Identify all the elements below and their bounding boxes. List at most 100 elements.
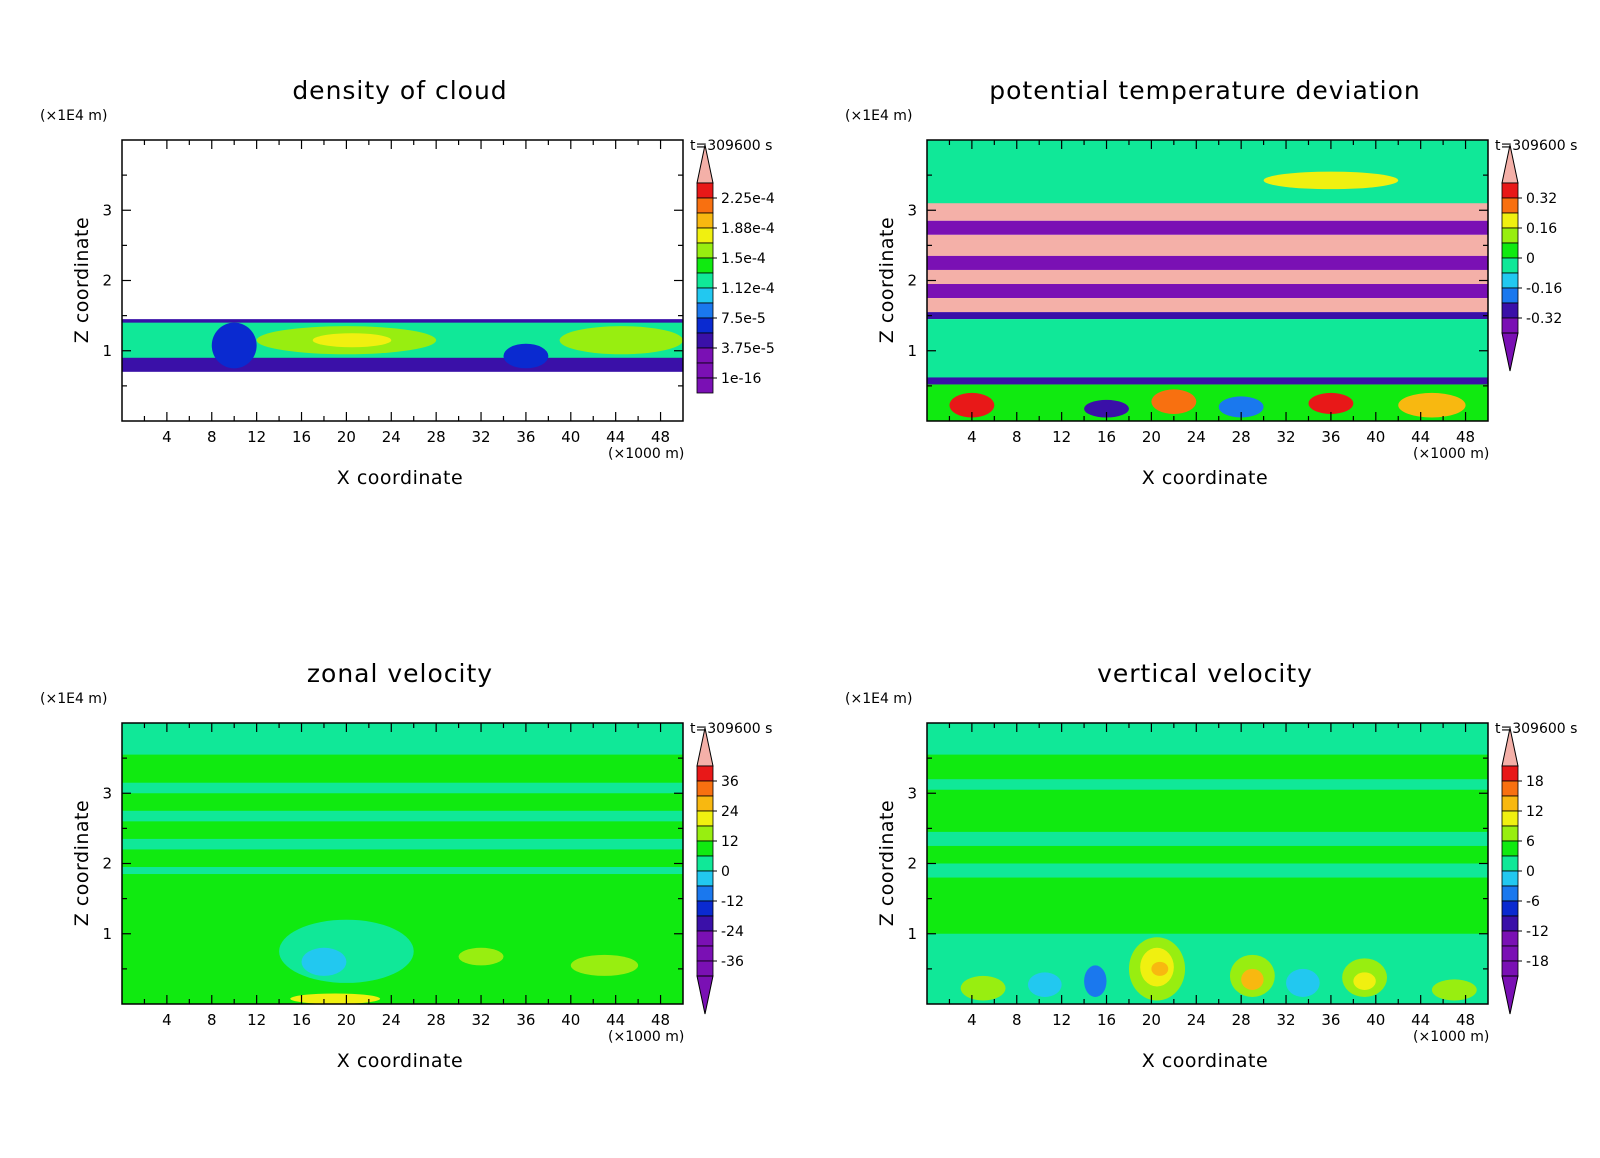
colorbar-swatch [1501, 945, 1519, 962]
contour-blob [1151, 961, 1169, 976]
colorbar-label: -6 [1526, 894, 1540, 910]
colorbar-swatch [696, 945, 714, 962]
colorbar-swatch [1501, 930, 1519, 947]
panel-title: vertical velocity [1097, 659, 1313, 688]
colorbar-swatch [696, 242, 714, 259]
x-unit-label: (×1000 m) [608, 1029, 684, 1045]
x-tick-label: 12 [1052, 428, 1071, 446]
colorbar-bottom-arrow [696, 975, 714, 1015]
x-tick-label: 48 [651, 428, 670, 446]
x-tick-label: 36 [516, 428, 535, 446]
colorbar-label: 2.25e-4 [721, 191, 775, 207]
x-tick-label: 28 [427, 1011, 446, 1029]
colorbar-swatch [1501, 287, 1519, 304]
y-tick-label: 2 [907, 855, 917, 873]
contour-field [122, 723, 683, 1004]
colorbar-swatch [1501, 885, 1519, 902]
contour-blob [1431, 979, 1477, 1001]
colorbar-label: 12 [721, 834, 739, 850]
colorbar-swatch [1501, 197, 1519, 214]
x-tick-label: 12 [1052, 1011, 1071, 1029]
x-tick-label: 32 [471, 428, 490, 446]
colorbar-label: 3.75e-5 [721, 341, 775, 357]
x-tick-label: 40 [561, 1011, 580, 1029]
contour-blob [1151, 389, 1197, 414]
colorbar-label: 0.32 [1526, 191, 1557, 207]
y-tick-label: 2 [102, 272, 112, 290]
x-tick-label: 20 [337, 428, 356, 446]
panel-title: density of cloud [292, 76, 507, 105]
x-tick-label: 16 [292, 1011, 311, 1029]
y-unit-label: (×1E4 m) [845, 108, 912, 124]
colorbar-swatch [1501, 317, 1519, 334]
contour-blob [1027, 972, 1062, 997]
x-unit-label: (×1000 m) [1413, 446, 1489, 462]
colorbar-swatch [696, 780, 714, 797]
colorbar-swatch [696, 197, 714, 214]
contour-blob [570, 954, 639, 976]
plot-area: 4 8 12 16 20 24 28 32 36 40 44 481233624120-12-24-3… [102, 722, 744, 1029]
contour-field [122, 319, 683, 372]
time-label: t=309600 s [1495, 138, 1577, 154]
contour-blob [458, 947, 504, 966]
colorbar-swatch [1501, 825, 1519, 842]
colorbar-label: 1.12e-4 [721, 281, 775, 297]
colorbar-swatch [1501, 257, 1519, 274]
colorbar-swatch [696, 362, 714, 379]
x-tick-label: 8 [207, 1011, 217, 1029]
x-tick-label: 48 [1456, 428, 1475, 446]
y-tick-label: 1 [907, 342, 917, 360]
colorbar: 18 12 6 0 -6 -12 -18 [1501, 727, 1549, 1015]
colorbar-swatch [696, 915, 714, 932]
contour-band [927, 377, 1488, 385]
contour-blob [1263, 171, 1399, 190]
colorbar-label: 1.88e-4 [721, 221, 775, 237]
colorbar-label: 0 [1526, 864, 1535, 880]
contour-blob [1308, 392, 1354, 414]
x-tick-label: 48 [1456, 1011, 1475, 1029]
y-axis-label: Z coordinate [876, 217, 898, 343]
colorbar-swatch [1501, 810, 1519, 827]
colorbar-swatch [696, 332, 714, 349]
contour-band [927, 203, 1488, 221]
colorbar-label: -0.16 [1526, 281, 1562, 297]
x-tick-label: 24 [1187, 1011, 1206, 1029]
colorbar-swatch [696, 840, 714, 857]
colorbar-label: 7.5e-5 [721, 311, 766, 327]
x-tick-label: 12 [247, 428, 266, 446]
colorbar-swatch [696, 960, 714, 977]
y-tick-label: 1 [102, 925, 112, 943]
colorbar-swatch [696, 317, 714, 334]
colorbar-label: 1e-16 [721, 371, 761, 387]
x-tick-label: 12 [247, 1011, 266, 1029]
colorbar-swatch [696, 377, 714, 394]
x-tick-label: 44 [606, 428, 625, 446]
colorbar-swatch [696, 900, 714, 917]
x-tick-label: 4 [967, 1011, 977, 1029]
colorbar-swatch [1501, 212, 1519, 229]
contour-blob [1084, 965, 1107, 997]
contour-band [122, 838, 683, 850]
y-tick-label: 3 [907, 784, 917, 802]
x-tick-label: 16 [292, 428, 311, 446]
x-tick-label: 4 [162, 428, 172, 446]
colorbar-swatch [696, 182, 714, 199]
x-tick-label: 48 [651, 1011, 670, 1029]
x-unit-label: (×1000 m) [1413, 1029, 1489, 1045]
panel-title: zonal velocity [307, 659, 493, 688]
x-tick-label: 8 [207, 428, 217, 446]
colorbar-swatch [696, 810, 714, 827]
y-unit-label: (×1E4 m) [845, 691, 912, 707]
colorbar-label: 6 [1526, 834, 1535, 850]
x-axis-label: X coordinate [337, 1050, 463, 1072]
x-tick-label: 16 [1097, 1011, 1116, 1029]
time-label: t=309600 s [1495, 721, 1577, 737]
x-tick-label: 36 [1321, 1011, 1340, 1029]
contour-band [927, 298, 1488, 313]
time-label: t=309600 s [690, 138, 772, 154]
contour-band [927, 831, 1488, 846]
colorbar-label: 12 [1526, 804, 1544, 820]
colorbar-label: 36 [721, 774, 739, 790]
